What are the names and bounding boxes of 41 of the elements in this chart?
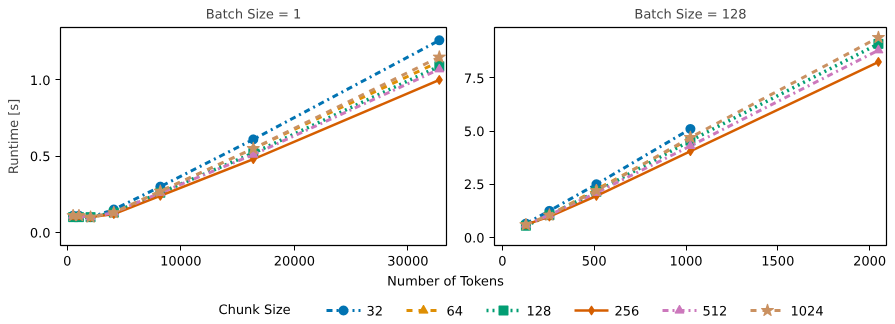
point (685, 140, 696, 150)
x-tick-label: 500 (582, 254, 607, 270)
legend-title: Chunk Size (218, 303, 291, 318)
x-tick-label: 20000 (274, 254, 316, 270)
y-tick-label: 7.5 (464, 72, 485, 87)
point (434, 64, 444, 72)
point (872, 30, 886, 44)
point (432, 50, 446, 63)
y-tick-label: 1.0 (30, 74, 51, 89)
point (685, 124, 696, 134)
point (684, 130, 698, 144)
point (873, 44, 884, 54)
point (434, 35, 444, 46)
point (590, 184, 604, 196)
x-tick-label: 0 (498, 254, 507, 270)
y-tick-label: 0.5 (30, 150, 51, 166)
x-tick-label: 0 (63, 254, 72, 270)
legend-label: 512 (702, 304, 728, 320)
legend-label: 64 (446, 304, 464, 320)
x-tick-label: 2000 (853, 254, 886, 270)
x-tick-label: 30000 (387, 254, 429, 270)
y-tick-label: 2.5 (464, 178, 485, 194)
x-tick-label: 1500 (761, 254, 794, 270)
y-axis-title: Runtime [s] (6, 98, 22, 174)
y-tick-label: 0.0 (30, 226, 51, 242)
chart-title: Batch Size = 1 (206, 8, 302, 22)
point (154, 184, 167, 197)
legend-label: 256 (614, 304, 640, 320)
x-tick-label: 10000 (160, 254, 202, 270)
point (436, 74, 443, 85)
chart-title: Batch Size = 128 (634, 8, 747, 22)
legend-label: 32 (366, 304, 384, 320)
y-tick-label: 0.0 (464, 231, 485, 246)
x-axis-title: Number of Tokens (387, 274, 504, 290)
point (246, 142, 260, 154)
x-tick-label: 1000 (669, 254, 703, 270)
point (248, 134, 258, 144)
y-tick-label: 5.0 (464, 125, 485, 140)
legend-label: 1024 (790, 304, 824, 320)
legend-label: 128 (526, 304, 552, 320)
point (874, 56, 882, 67)
